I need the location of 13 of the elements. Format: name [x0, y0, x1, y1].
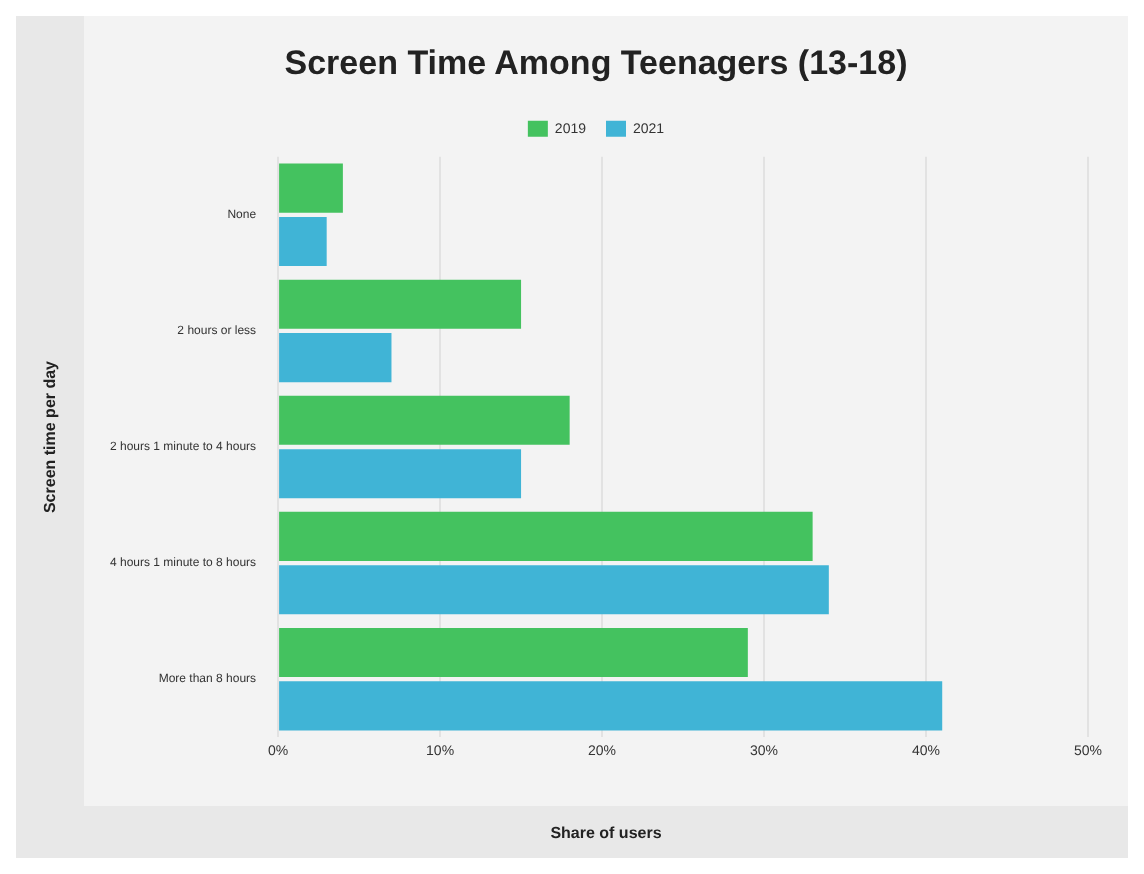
- x-axis-title: Share of users: [548, 821, 664, 845]
- bar: [279, 449, 522, 499]
- bar: [279, 565, 829, 615]
- bar: [279, 216, 327, 267]
- y-axis-title: Screen time per day: [41, 360, 60, 514]
- bar: [279, 681, 943, 731]
- bar: [279, 163, 343, 213]
- bar: [279, 395, 570, 445]
- bar: [279, 279, 522, 329]
- bar: [279, 511, 813, 561]
- chart-title: Screen Time Among Teenagers (13-18): [284, 43, 908, 82]
- bar: [279, 333, 392, 383]
- bar: [279, 627, 748, 678]
